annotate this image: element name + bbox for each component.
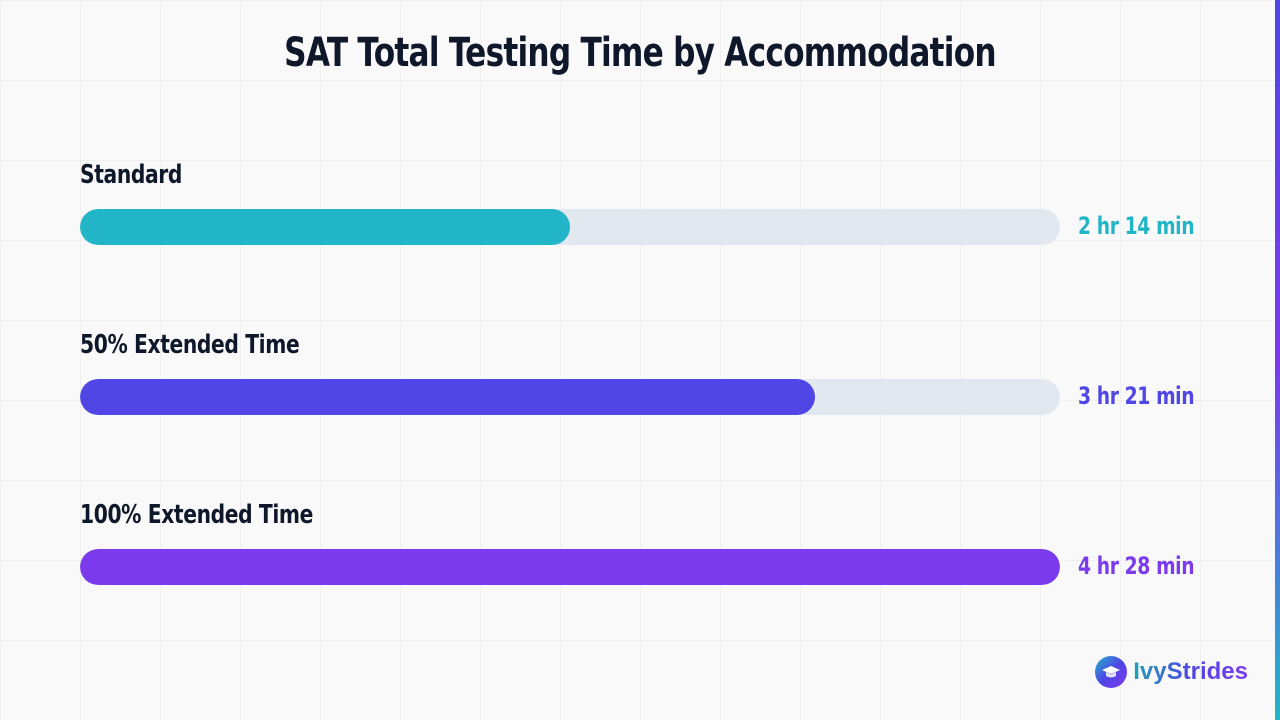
brand-logo: IvyStrides xyxy=(1095,656,1248,688)
bar-value-label: 3 hr 21 min xyxy=(1078,382,1195,410)
bar-row-standard: Standard 2 hr 14 min xyxy=(0,160,1280,280)
bar-track xyxy=(80,549,1060,585)
bar-row-100-extended: 100% Extended Time 4 hr 28 min xyxy=(0,500,1280,620)
bar-fill xyxy=(80,209,570,245)
bar-label: 100% Extended Time xyxy=(80,500,314,530)
bar-value-label: 4 hr 28 min xyxy=(1078,552,1195,580)
bar-track xyxy=(80,209,1060,245)
graduation-cap-icon xyxy=(1095,656,1128,688)
chart-title: SAT Total Testing Time by Accommodation xyxy=(284,30,996,76)
bar-track xyxy=(80,379,1060,415)
bar-fill xyxy=(80,549,1060,585)
bar-label: 50% Extended Time xyxy=(80,330,300,360)
right-accent-bar xyxy=(1275,0,1280,720)
bar-row-50-extended: 50% Extended Time 3 hr 21 min xyxy=(0,330,1280,450)
brand-name: IvyStrides xyxy=(1133,658,1248,685)
bar-label: Standard xyxy=(80,160,183,190)
bar-value-label: 2 hr 14 min xyxy=(1078,212,1195,240)
bar-fill xyxy=(80,379,815,415)
